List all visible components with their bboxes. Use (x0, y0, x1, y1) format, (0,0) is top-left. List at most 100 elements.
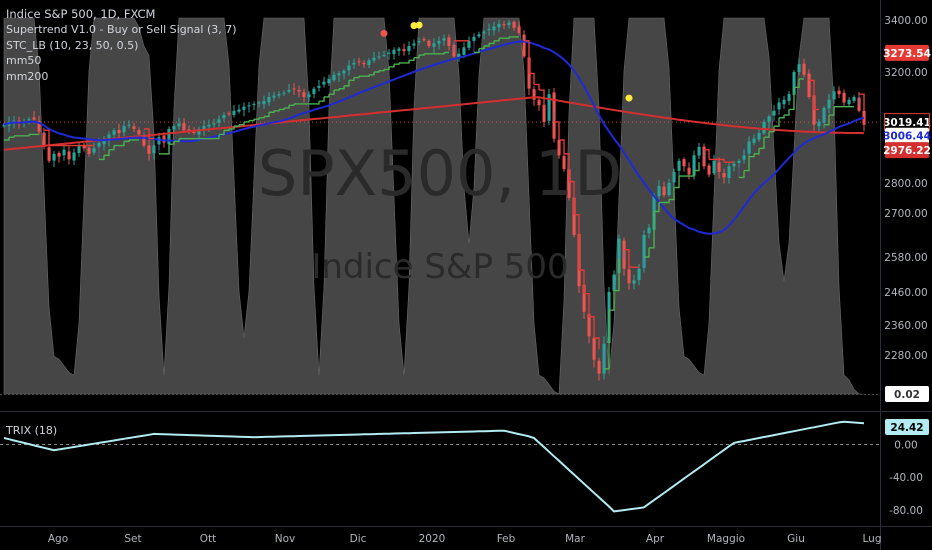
candle-body (162, 135, 166, 143)
supertrend-segment (169, 141, 175, 145)
candle-body (642, 235, 646, 268)
candle-body (737, 160, 741, 163)
candle-body (672, 171, 676, 183)
trix-legend[interactable]: TRIX (18) (6, 424, 58, 437)
time-tick-label: Dic (350, 533, 367, 545)
candle-body (507, 22, 511, 25)
watermark: SPX500, 1D Indice S&P 500 (258, 137, 622, 287)
candle-body (2, 124, 6, 127)
candle-body (782, 99, 786, 105)
supertrend-segment (489, 40, 495, 45)
supertrend-segment (669, 187, 675, 201)
candle-body (182, 123, 186, 131)
time-tick-label: Ott (200, 533, 217, 545)
supertrend-segment (689, 170, 695, 177)
chart-legend: Indice S&P 500, 1D, FXCM Supertrend V1.0… (6, 7, 237, 84)
candle-body (537, 99, 541, 106)
signal-dot (625, 94, 633, 102)
supertrend-segment (774, 117, 780, 127)
supertrend-segment (349, 77, 355, 82)
candle-body (387, 52, 391, 54)
candle-body (27, 119, 31, 121)
signal-dot (380, 29, 388, 37)
candle-body (417, 40, 421, 43)
candle-body (237, 109, 241, 112)
supertrend-segment (704, 149, 710, 160)
legend-mm200[interactable]: mm200 (6, 69, 49, 83)
time-tick-label: Feb (497, 533, 516, 545)
candle-body (767, 116, 771, 122)
legend-stc[interactable]: STC_LB (10, 23, 50, 0.5) (6, 38, 139, 52)
candle-body (842, 92, 846, 103)
supertrend-segment (174, 138, 180, 143)
signal-dot (415, 21, 423, 29)
badge-3006: 3006.44 (883, 131, 931, 143)
time-tick-label: 2020 (419, 533, 446, 545)
candle-body (267, 97, 271, 103)
candle-body (597, 360, 601, 374)
supertrend-segment (664, 199, 670, 204)
legend-supertrend[interactable]: Supertrend V1.0 - Buy or Sell Signal (3,… (6, 23, 237, 37)
candle-body (697, 146, 701, 156)
watermark-name: Indice S&P 500 (311, 247, 568, 287)
time-tick-label: Set (124, 533, 141, 545)
candle-body (542, 104, 546, 122)
candle-body (47, 147, 51, 161)
price-tick-label: 2460.00 (884, 287, 927, 299)
candle-body (707, 165, 711, 175)
supertrend-segment (829, 106, 835, 116)
candle-body (757, 133, 761, 140)
candle-body (637, 268, 641, 281)
candle-body (792, 72, 796, 95)
supertrend-segment (389, 64, 395, 68)
candle-body (307, 94, 311, 98)
candle-body (852, 97, 856, 101)
candle-body (727, 166, 731, 178)
mm50-line (3, 40, 865, 235)
badge-3273: 3273.54 (883, 48, 931, 60)
price-tick-label: 3400.00 (884, 15, 927, 27)
candle-body (167, 128, 171, 145)
supertrend-segment (284, 105, 290, 109)
candle-body (177, 123, 181, 127)
candle-body (422, 39, 426, 41)
price-tick-label: 3200.00 (884, 67, 927, 79)
trix-badge-bg (885, 419, 929, 435)
supertrend-segment (329, 90, 335, 95)
candle-body (467, 40, 471, 48)
candle-body (257, 102, 261, 104)
legend-mm50[interactable]: mm50 (6, 54, 42, 68)
candle-body (592, 337, 596, 360)
candle-body (567, 169, 571, 198)
candle-body (352, 62, 356, 65)
time-tick-label: Giu (787, 533, 805, 545)
price-axis[interactable]: 3400.00 3200.00 2800.00 2700.00 2580.00 2460.… (883, 15, 931, 402)
supertrend-segment (4, 137, 10, 141)
supertrend-segment (264, 112, 270, 118)
candle-body (752, 138, 756, 143)
time-axis[interactable]: Ago Set Ott Nov Dic 2020 Feb Mar Apr Maggio Giu Lug (48, 533, 882, 545)
candle-body (747, 141, 751, 154)
candle-body (227, 113, 231, 115)
badge-3019-bg (885, 114, 929, 131)
candle-body (347, 65, 351, 71)
candle-body (382, 55, 386, 57)
candle-body (282, 92, 286, 94)
candle-body (837, 90, 841, 95)
candle-body (487, 29, 491, 31)
badge-2976: 2976.22 (883, 145, 931, 157)
candle-body (437, 40, 441, 44)
candle-body (217, 119, 221, 123)
supertrend-segment (574, 214, 580, 271)
candle-body (772, 110, 776, 116)
candle-body (62, 149, 66, 156)
candle-body (122, 126, 126, 133)
supertrend-segment (474, 48, 480, 54)
candle-body (427, 40, 431, 46)
candle-body (617, 238, 621, 273)
supertrend-segment (859, 93, 865, 110)
candle-body (742, 155, 746, 160)
candle-body (732, 163, 736, 167)
candle-body (662, 186, 666, 195)
